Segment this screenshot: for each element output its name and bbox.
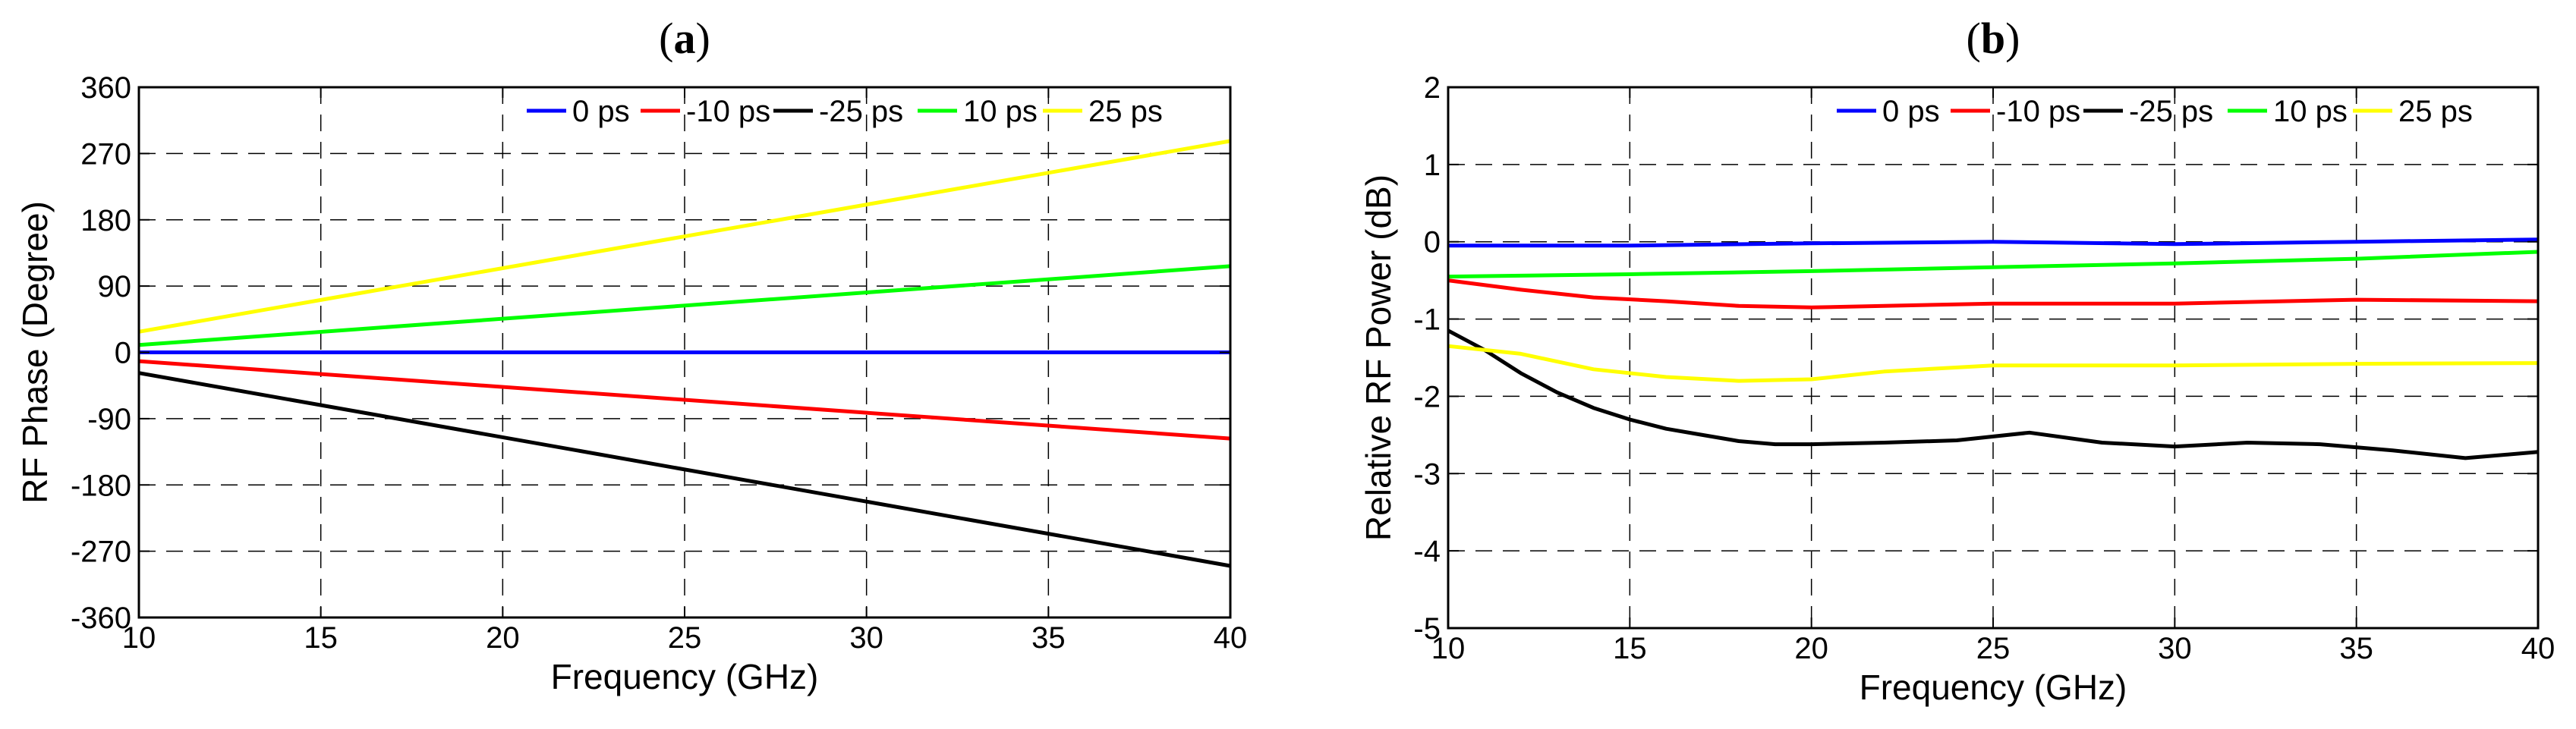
panel-label-part: ) [696, 14, 710, 63]
series-line-4 [138, 139, 1231, 334]
legend-label: 0 ps [572, 95, 630, 128]
x-tick-label: 15 [304, 621, 338, 655]
series-line-3 [1447, 250, 2539, 279]
y-tick-label: 0 [1424, 226, 1441, 259]
x-tick-label: 25 [1976, 632, 2011, 665]
legend-label: -10 ps [686, 95, 770, 128]
series-line-1 [1447, 278, 2539, 310]
x-tick-label: 35 [1031, 621, 1066, 655]
x-tick-label: 20 [1794, 632, 1828, 665]
legend-label: -25 ps [819, 95, 903, 128]
y-tick-label: 180 [80, 204, 131, 237]
x-tick-label: 15 [1613, 632, 1647, 665]
legend-label: -25 ps [2129, 95, 2213, 128]
legend-label: 25 ps [1088, 95, 1163, 128]
y-tick-label: -90 [87, 403, 131, 436]
x-axis-label: Frequency (GHz) [551, 657, 819, 696]
y-tick-label: -5 [1413, 612, 1441, 646]
x-tick-label: 20 [486, 621, 520, 655]
x-tick-label: 30 [849, 621, 883, 655]
x-tick-label: 40 [2521, 632, 2556, 665]
y-tick-label: 270 [80, 137, 131, 171]
panel-label-part: ) [2005, 14, 2020, 63]
chart-a: (a) 10 15 20 25 30 35 40 -360 -270 -180 -90 0 90 180 27… [15, 14, 1247, 696]
chart-b: (b) 10 15 20 25 30 35 40 -5 -4 -3 -2 -1 0 1 2 Frequency … [1359, 14, 2555, 707]
y-axis-label: RF Phase (Degree) [15, 201, 55, 504]
legend-label: 10 ps [2273, 95, 2348, 128]
y-axis-label: Relative RF Power (dB) [1359, 174, 1398, 541]
legend-label: 0 ps [1882, 95, 1940, 128]
y-tick-label: -3 [1413, 457, 1441, 491]
panel-label-part: ( [1967, 14, 1981, 63]
panel-label-part: ( [659, 14, 673, 63]
y-tick-label: -360 [71, 602, 131, 635]
x-tick-label: 25 [668, 621, 702, 655]
y-tick-label: -180 [71, 469, 131, 502]
panel-label: (b) [1967, 14, 2020, 63]
legend-label: 25 ps [2398, 95, 2473, 128]
y-tick-label: 1 [1424, 149, 1441, 182]
series-line-2 [138, 371, 1231, 568]
series-line-2 [1447, 328, 2539, 460]
panel-label-part: b [1981, 14, 2005, 63]
x-tick-label: 35 [2339, 632, 2373, 665]
x-axis-label: Frequency (GHz) [1860, 668, 2127, 707]
panel-label: (a) [659, 14, 710, 63]
y-tick-label: -2 [1413, 380, 1441, 413]
y-tick-label: 90 [98, 270, 132, 303]
x-tick-label: 30 [2158, 632, 2192, 665]
x-tick-label: 40 [1214, 621, 1248, 655]
plot-area [1448, 87, 2538, 628]
y-tick-label: 360 [80, 71, 131, 105]
y-tick-label: -1 [1413, 303, 1441, 337]
y-tick-label: -270 [71, 536, 131, 569]
legend-label: -10 ps [1996, 95, 2080, 128]
series-line-0 [1448, 237, 2539, 248]
x-tick-label: 10 [122, 621, 156, 655]
y-tick-label: 0 [115, 337, 131, 370]
series-line-4 [1447, 344, 2539, 383]
legend-label: 10 ps [963, 95, 1038, 128]
series-line-3 [138, 264, 1231, 347]
y-tick-label: 2 [1424, 71, 1441, 105]
panel-label-part: a [674, 14, 696, 63]
series-line-1 [138, 359, 1231, 441]
y-tick-label: -4 [1413, 535, 1441, 568]
x-tick-label: 10 [1431, 632, 1466, 665]
